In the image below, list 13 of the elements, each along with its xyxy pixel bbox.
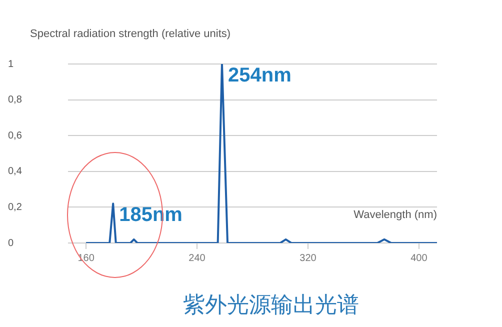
x-tick-label: 400 (410, 252, 428, 264)
y-tick-label: 0,4 (8, 166, 22, 178)
y-tick-label: 1 (8, 58, 14, 70)
y-tick-label: 0 (8, 238, 14, 249)
x-axis-title: Wavelength (nm) (354, 209, 437, 222)
y-tick-label: 0,8 (8, 94, 22, 106)
y-axis-title: Spectral radiation strength (relative units) (30, 28, 231, 40)
x-tick-label: 240 (188, 252, 206, 264)
y-tick-label: 0,2 (8, 202, 22, 213)
y-tick-label: 0,6 (8, 130, 22, 142)
text: 紫外光源输出光谱 (182, 292, 360, 320)
annotation: 254nm (228, 64, 292, 87)
x-tick-label: 320 (300, 252, 317, 264)
